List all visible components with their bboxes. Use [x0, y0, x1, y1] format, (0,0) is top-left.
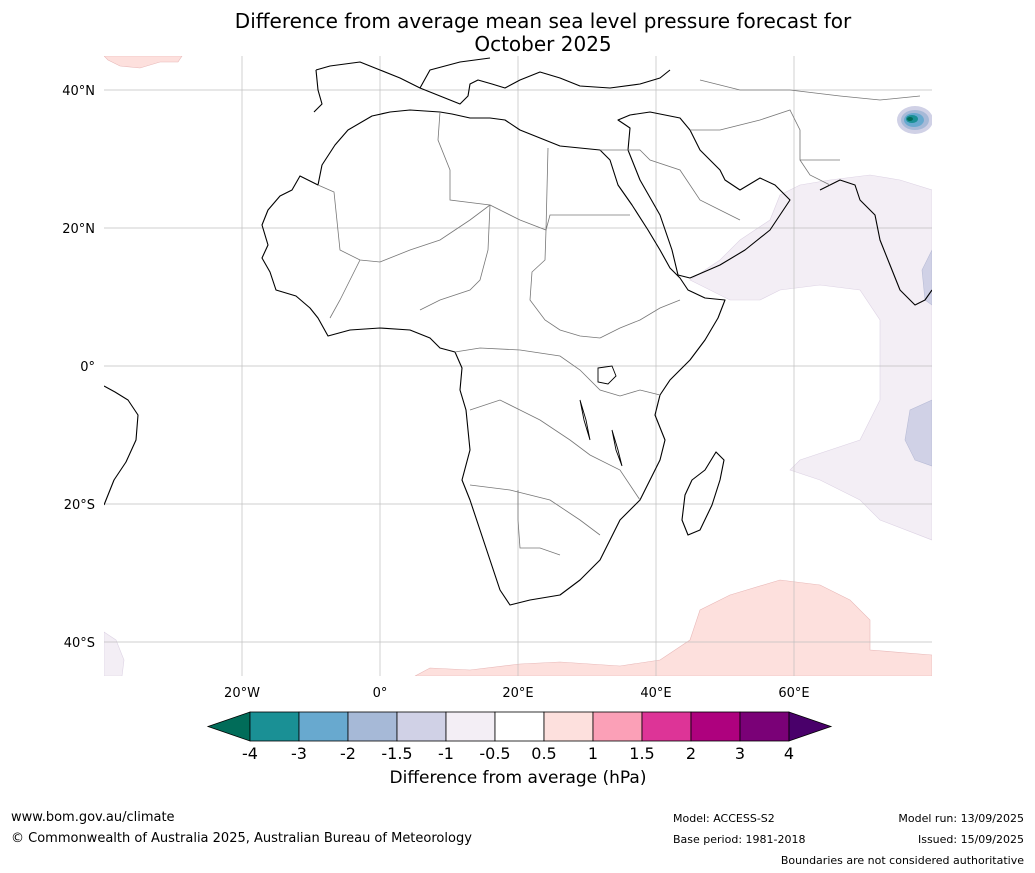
colorbar-tick-label: 1.5	[629, 744, 655, 763]
colorbar-segment	[592, 711, 643, 742]
lon-label-0: 0°	[373, 686, 388, 701]
footer-model: Model: ACCESS-S2	[673, 812, 775, 825]
colorbar-segment	[249, 711, 300, 742]
colorbar-segment	[494, 711, 545, 742]
map-title: Difference from average mean sea level p…	[0, 10, 1035, 56]
lat-label-20n: 20°N	[62, 222, 95, 237]
colorbar-tick-label: 0.5	[531, 744, 557, 763]
colorbar-tick-label: 1	[587, 744, 599, 763]
lake-malawi	[611, 429, 623, 467]
colorbar-segment	[396, 711, 447, 742]
footer-website[interactable]: www.bom.gov.au/climate	[11, 810, 175, 825]
positive-anomaly-south	[414, 579, 932, 676]
south-america-coast	[104, 385, 139, 506]
footer-copyright: © Commonwealth of Australia 2025, Austra…	[11, 831, 472, 846]
madagascar-coast	[681, 451, 725, 536]
anomaly-shading	[104, 56, 932, 676]
colorbar-tick-label: -1	[438, 744, 454, 763]
colorbar-tick-label: -3	[291, 744, 307, 763]
colorbar-tick-label: 3	[734, 744, 746, 763]
country-borders	[317, 79, 921, 556]
colorbar-tick-label: -2	[340, 744, 356, 763]
lake-tanganyika	[579, 399, 591, 441]
negative-anomaly-sw-corner	[104, 631, 125, 676]
longitude-labels: 20°W 0° 20°E 40°E 60°E	[224, 686, 810, 701]
europe-coast	[313, 57, 671, 113]
colorbar-under-extend	[206, 711, 251, 742]
lakes	[579, 365, 623, 467]
title-line-2: October 2025	[474, 32, 612, 56]
latitude-labels: 40°N 20°N 0° 20°S 40°S	[62, 84, 95, 651]
lon-label-20w: 20°W	[224, 686, 260, 701]
negative-anomaly-patch-1	[904, 399, 932, 467]
positive-anomaly-north-atlantic	[104, 56, 183, 69]
lon-label-40e: 40°E	[640, 686, 671, 701]
footer-disclaimer: Boundaries are not considered authoritat…	[780, 854, 1024, 867]
colorbar-tick-label: -0.5	[479, 744, 511, 763]
india-coast	[819, 179, 932, 306]
colorbar-segment	[739, 711, 790, 742]
negative-anomaly-indian-ocean	[689, 174, 932, 541]
colorbar-segment	[298, 711, 349, 742]
colorbar-segment	[445, 711, 496, 742]
lon-label-60e: 60°E	[778, 686, 809, 701]
colorbar	[206, 711, 833, 742]
lat-label-40n: 40°N	[62, 84, 95, 99]
arabia-coast	[617, 111, 791, 279]
colorbar-over-extend	[788, 711, 833, 742]
colorbar-tick-label: -4	[242, 744, 258, 763]
colorbar-tick-label: 2	[685, 744, 697, 763]
lat-label-20s: 20°S	[64, 498, 95, 513]
colorbar-segment	[641, 711, 692, 742]
lat-label-40s: 40°S	[64, 636, 95, 651]
lat-label-0: 0°	[80, 360, 95, 375]
colorbar-title: Difference from average (hPa)	[389, 768, 647, 788]
lake-victoria	[597, 365, 617, 385]
negative-anomaly-tibet	[897, 106, 932, 134]
map-panel	[104, 56, 932, 676]
colorbar-tick-label: -1.5	[381, 744, 413, 763]
footer-model-run: Model run: 13/09/2025	[898, 812, 1024, 825]
colorbar-segment	[347, 711, 398, 742]
lon-label-20e: 20°E	[502, 686, 533, 701]
title-line-1: Difference from average mean sea level p…	[234, 9, 852, 33]
colorbar-segment	[690, 711, 741, 742]
footer-issued: Issued: 15/09/2025	[917, 833, 1024, 846]
colorbar-segment	[543, 711, 594, 742]
footer-base-period: Base period: 1981-2018	[673, 833, 806, 846]
colorbar-tick-label: 4	[783, 744, 795, 763]
